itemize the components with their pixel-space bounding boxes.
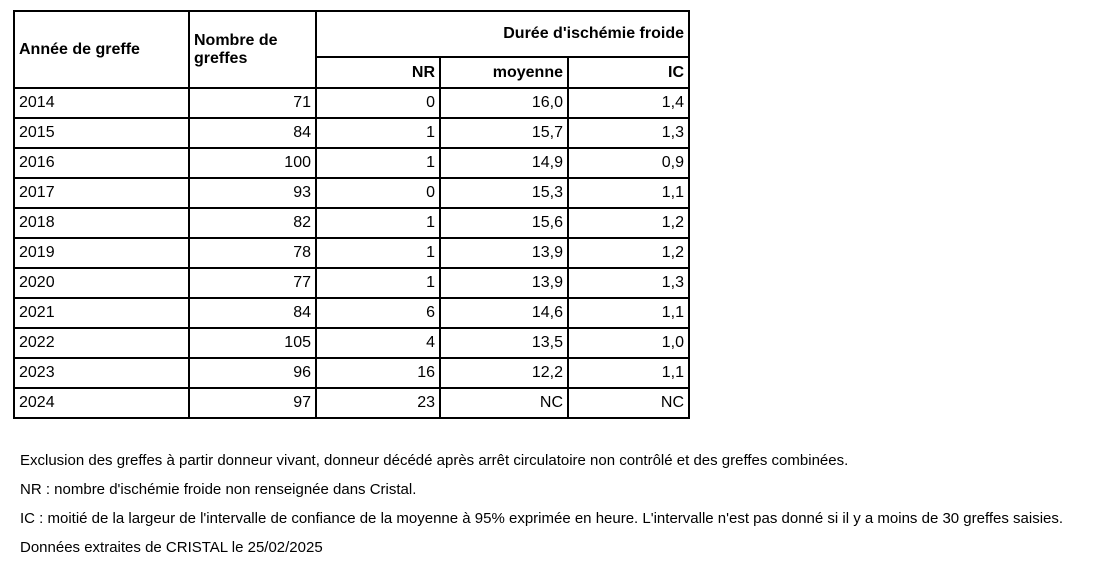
nr-cell: 4 — [315, 327, 441, 359]
ischemia-table-container: Année de greffe Nombre de greffes Durée … — [13, 10, 690, 419]
moyenne-cell: 15,7 — [439, 117, 569, 149]
nombre-cell: 100 — [188, 147, 317, 179]
footnote-ic-definition: IC : moitié de la largeur de l'intervall… — [20, 510, 1064, 527]
annee-header: Année de greffe — [13, 10, 190, 89]
annee-cell: 2015 — [13, 117, 190, 149]
annee-cell: 2023 — [13, 357, 190, 389]
moyenne-header: moyenne — [439, 56, 569, 89]
header-row-sub: NR moyenne IC — [14, 56, 690, 89]
table-row: 2017 93 0 15,3 1,1 — [13, 177, 690, 209]
table-row: 2021 84 6 14,6 1,1 — [13, 297, 690, 329]
moyenne-cell: 12,2 — [439, 357, 569, 389]
table-row: 2023 96 16 12,2 1,1 — [13, 357, 690, 389]
annee-cell: 2017 — [13, 177, 190, 209]
nr-cell: 1 — [315, 207, 441, 239]
moyenne-cell: 16,0 — [439, 87, 569, 119]
table-row: 2016 100 1 14,9 0,9 — [13, 147, 690, 179]
nombre-cell: 97 — [188, 387, 317, 419]
nr-cell: 6 — [315, 297, 441, 329]
moyenne-cell: 13,9 — [439, 237, 569, 269]
annee-cell: 2014 — [13, 87, 190, 119]
moyenne-cell: 14,6 — [439, 297, 569, 329]
footnote-data-source: Données extraites de CRISTAL le 25/02/20… — [20, 539, 323, 556]
annee-cell: 2024 — [13, 387, 190, 419]
ic-cell: 1,0 — [567, 327, 690, 359]
footnote-exclusion: Exclusion des greffes à partir donneur v… — [20, 452, 849, 469]
moyenne-cell: 15,3 — [439, 177, 569, 209]
annee-cell: 2019 — [13, 237, 190, 269]
nombre-cell: 84 — [188, 117, 317, 149]
table-row: 2019 78 1 13,9 1,2 — [13, 237, 690, 269]
annee-cell: 2016 — [13, 147, 190, 179]
table-row: 2018 82 1 15,6 1,2 — [13, 207, 690, 239]
table-row: 2020 77 1 13,9 1,3 — [13, 267, 690, 299]
nombre-header: Nombre de greffes — [188, 10, 317, 89]
nr-cell: 1 — [315, 267, 441, 299]
nombre-cell: 71 — [188, 87, 317, 119]
nombre-cell: 105 — [188, 327, 317, 359]
nr-cell: 0 — [315, 177, 441, 209]
ic-cell: 1,1 — [567, 177, 690, 209]
ic-cell: 0,9 — [567, 147, 690, 179]
ic-cell: 1,1 — [567, 297, 690, 329]
footnote-nr-definition: NR : nombre d'ischémie froide non rensei… — [20, 481, 417, 498]
duree-group-header: Durée d'ischémie froide — [315, 10, 690, 58]
ischemia-table: Année de greffe Nombre de greffes Durée … — [13, 10, 690, 419]
nr-cell: 23 — [315, 387, 441, 419]
moyenne-cell: 14,9 — [439, 147, 569, 179]
nr-cell: 0 — [315, 87, 441, 119]
table-row: 2014 71 0 16,0 1,4 — [13, 87, 690, 119]
ic-cell: 1,2 — [567, 207, 690, 239]
nr-cell: 1 — [315, 237, 441, 269]
ic-cell: 1,1 — [567, 357, 690, 389]
ic-header: IC — [567, 56, 690, 89]
nr-cell: 1 — [315, 117, 441, 149]
nombre-cell: 77 — [188, 267, 317, 299]
table-row: 2015 84 1 15,7 1,3 — [13, 117, 690, 149]
ic-cell: 1,4 — [567, 87, 690, 119]
ic-cell: NC — [567, 387, 690, 419]
ic-cell: 1,3 — [567, 117, 690, 149]
ic-cell: 1,2 — [567, 237, 690, 269]
annee-cell: 2018 — [13, 207, 190, 239]
table-row: 2024 97 23 NC NC — [13, 387, 690, 419]
annee-cell: 2020 — [13, 267, 190, 299]
annee-cell: 2022 — [13, 327, 190, 359]
moyenne-cell: 15,6 — [439, 207, 569, 239]
nr-header: NR — [315, 56, 441, 89]
nombre-cell: 82 — [188, 207, 317, 239]
nr-cell: 1 — [315, 147, 441, 179]
footnotes: Exclusion des greffes à partir donneur v… — [20, 452, 1105, 568]
ic-cell: 1,3 — [567, 267, 690, 299]
nombre-cell: 84 — [188, 297, 317, 329]
nombre-cell: 78 — [188, 237, 317, 269]
header-row-group: Année de greffe Nombre de greffes Durée … — [13, 10, 690, 89]
nr-cell: 16 — [315, 357, 441, 389]
moyenne-cell: NC — [439, 387, 569, 419]
nombre-cell: 93 — [188, 177, 317, 209]
annee-cell: 2021 — [13, 297, 190, 329]
nombre-cell: 96 — [188, 357, 317, 389]
moyenne-cell: 13,9 — [439, 267, 569, 299]
moyenne-cell: 13,5 — [439, 327, 569, 359]
table-row: 2022 105 4 13,5 1,0 — [13, 327, 690, 359]
